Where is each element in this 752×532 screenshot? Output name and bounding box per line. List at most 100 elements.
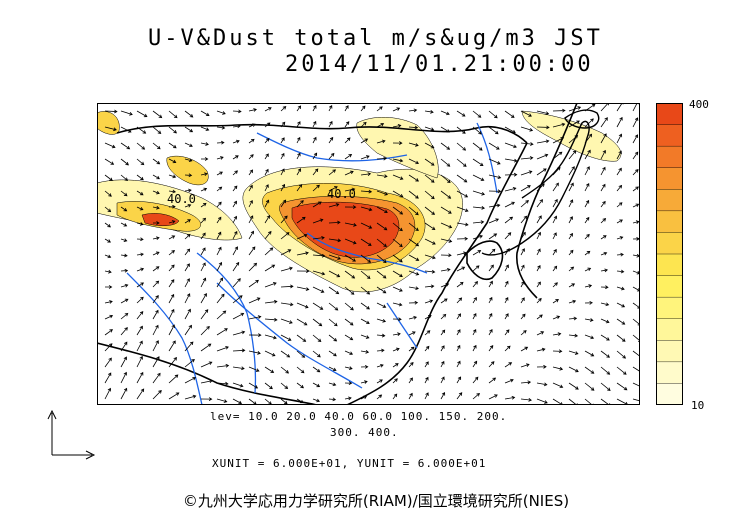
wind-arrow [424,238,436,245]
wind-arrow [552,122,566,128]
wind-arrow [344,318,354,326]
wind-arrow [328,366,337,372]
wind-arrow [536,331,545,336]
wind-arrow [328,286,340,295]
wind-arrow [184,203,192,208]
wind-arrow [264,184,269,192]
wind-arrow [312,286,325,293]
wind-arrow [168,142,177,149]
wind-arrow [536,153,549,160]
wind-arrow [296,269,310,273]
wind-arrow [376,379,383,384]
wind-arrow [344,153,353,160]
wind-arrow [280,232,290,240]
wind-arrow [616,366,627,375]
wind-arrow [632,350,640,359]
wind-arrow [232,155,239,160]
wind-arrow [104,269,112,274]
wind-arrow [264,299,278,304]
wind-arrow [136,325,143,336]
wind-arrow [104,142,116,149]
wind-arrow [440,329,446,336]
wind-arrow [280,168,285,176]
wind-arrow [408,142,419,147]
wind-arrow [232,398,243,405]
wind-arrow [104,174,113,181]
wind-arrow [600,366,611,375]
wind-arrow [168,357,177,368]
wind-arrow [408,300,419,305]
wind-arrow [280,350,291,358]
wind-arrow [488,174,502,180]
legend-swatch [656,189,683,212]
wind-arrow [440,222,453,229]
wind-arrow [520,200,529,208]
wind-arrow [392,302,403,307]
wind-arrow [456,251,467,256]
wind-arrow [488,361,495,368]
wind-arrow [584,382,595,391]
wind-arrow [440,190,452,199]
wind-arrow [264,317,278,322]
wind-arrow [504,264,509,272]
wind-arrow [248,333,262,337]
wind-arrow [408,222,419,232]
wind-arrow [200,379,213,384]
wind-arrow [216,261,223,272]
wind-arrow [456,206,469,213]
wind-arrow [360,364,369,369]
wind-arrow [328,136,334,144]
wind-arrow [440,174,451,184]
legend-swatch [656,296,683,320]
wind-arrow [440,238,453,243]
wind-arrow [616,350,626,359]
wind-arrow [600,350,610,358]
wind-arrow [264,247,274,256]
wind-arrow [248,297,261,304]
legend-min-label: 10 [691,399,705,412]
wind-arrow [392,238,403,248]
wind-arrow [296,286,310,291]
wind-arrow [408,158,420,165]
wind-arrow [344,366,353,370]
wind-arrow [168,374,179,384]
wind-arrow [488,203,501,208]
wind-arrow [216,171,223,176]
wind-arrow [264,215,270,224]
wind-arrow [456,266,466,272]
wind-arrow [440,206,452,214]
wind-arrow [568,150,577,160]
wind-arrow [488,110,498,119]
wind-arrow [568,216,573,224]
wind-arrow [232,330,246,336]
wind-arrow [408,346,415,352]
wind-arrow [168,293,175,304]
wind-arrow [600,183,606,192]
contour-label-2: 40.0 [327,187,356,201]
wind-arrow [376,238,387,248]
wind-arrow [568,134,579,144]
wind-arrow [424,254,436,260]
wind-arrow [232,382,244,388]
wind-arrow [280,121,286,128]
wind-arrow [104,190,112,197]
wind-arrow [632,168,639,176]
wind-arrow [312,398,321,403]
wind-arrow [248,246,256,256]
wind-arrow [504,329,510,336]
wind-arrow [120,356,127,368]
wind-arrow [568,382,579,390]
wind-arrow [280,318,293,324]
wind-arrow [152,390,162,400]
wind-arrow [184,233,191,240]
wind-arrow [632,366,640,374]
wind-arrow [280,199,287,208]
wind-arrow [248,108,257,112]
wind-arrow [296,200,304,208]
wind-arrow [472,328,477,336]
wind-arrow [424,109,434,114]
wind-arrow [520,185,531,192]
wind-arrow [248,315,262,320]
wind-arrow [200,343,212,352]
wind-arrow [424,299,434,304]
